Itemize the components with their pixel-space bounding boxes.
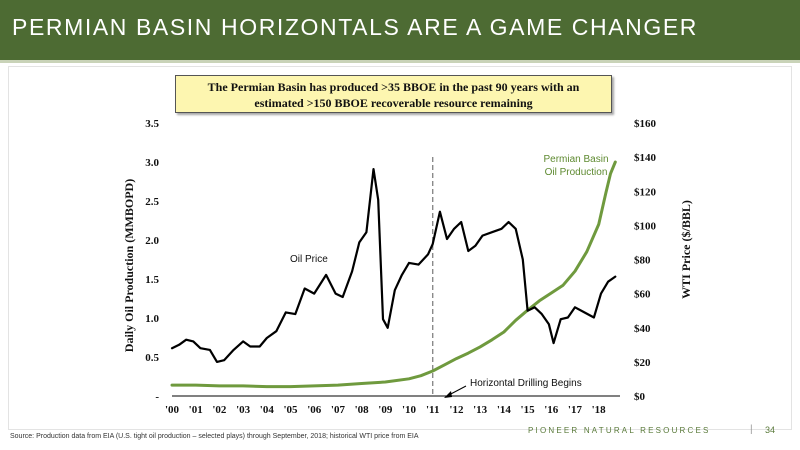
x-tick-label: '02 — [212, 404, 227, 416]
x-tick-label: '06 — [307, 404, 322, 416]
y-left-tick-label: 2.0 — [145, 235, 159, 247]
y-left-tick-label: 3.0 — [145, 157, 159, 169]
x-axis-ticks: '00 '01 '02 '03 '04 '05 '06 '07 '08 '09 '10 '11 '12 '… — [165, 404, 606, 416]
x-tick-label: '07 — [331, 404, 346, 416]
oil-price-annotation: Oil Price — [290, 254, 328, 265]
y-right-tick-label: $140 — [634, 152, 657, 164]
footer-separator: | — [750, 424, 753, 435]
y-right-tick-label: $80 — [634, 255, 651, 267]
y-left-axis-label: Daily Oil Production (MMBOPD) — [122, 179, 136, 352]
x-tick-label: '01 — [189, 404, 203, 416]
y-left-axis-ticks: - 0.5 1.0 1.5 2.0 2.5 3.0 3.5 — [145, 118, 159, 403]
x-tick-label: '10 — [402, 404, 417, 416]
x-tick-label: '11 — [426, 404, 439, 416]
x-tick-label: '03 — [236, 404, 251, 416]
callout-line2: estimated >150 BBOE recoverable resource… — [254, 96, 533, 110]
y-right-tick-label: $160 — [634, 118, 657, 130]
y-left-tick-label: 1.5 — [145, 274, 159, 286]
y-left-tick-label: 2.5 — [145, 196, 159, 208]
series-layer — [170, 160, 617, 389]
y-right-tick-label: $0 — [634, 391, 646, 403]
x-tick-label: '16 — [544, 404, 559, 416]
y-right-tick-label: $40 — [634, 323, 651, 335]
page-number: 34 — [765, 425, 776, 435]
oil-price-line — [170, 168, 617, 363]
callout-box: The Permian Basin has produced >35 BBOE … — [175, 75, 612, 113]
x-tick-label: '04 — [260, 404, 275, 416]
slide-title: PERMIAN BASIN HORIZONTALS ARE A GAME CHA… — [12, 14, 698, 40]
y-left-tick-label: - — [155, 391, 159, 403]
x-tick-label: '05 — [283, 404, 298, 416]
x-tick-label: '15 — [521, 404, 536, 416]
callout-line1: The Permian Basin has produced >35 BBOE … — [207, 80, 580, 94]
permian-production-line — [170, 160, 617, 389]
y-left-tick-label: 0.5 — [145, 352, 159, 364]
x-tick-label: '09 — [378, 404, 393, 416]
x-tick-label: '14 — [497, 404, 512, 416]
header-divider — [0, 60, 800, 63]
permian-annotation-line1: Permian Basin — [543, 154, 608, 165]
slide-header: PERMIAN BASIN HORIZONTALS ARE A GAME CHA… — [0, 0, 800, 60]
y-right-tick-label: $60 — [634, 289, 651, 301]
content-frame — [8, 66, 792, 430]
x-tick-label: '12 — [449, 404, 464, 416]
y-right-axis-ticks: $0 $20 $40 $60 $80 $100 $120 $140 $160 — [634, 118, 657, 403]
y-right-axis-label: WTI Price ($/BBL) — [679, 200, 693, 299]
y-right-tick-label: $100 — [634, 220, 657, 232]
y-left-tick-label: 3.5 — [145, 118, 159, 130]
x-tick-label: '18 — [592, 404, 607, 416]
y-right-tick-label: $120 — [634, 186, 657, 198]
permian-annotation-line2: Oil Production — [545, 167, 608, 178]
x-tick-label: '00 — [165, 404, 180, 416]
x-tick-label: '13 — [473, 404, 488, 416]
horizontal-drilling-arrowhead — [444, 391, 452, 398]
horizontal-drilling-annotation: Horizontal Drilling Begins — [470, 378, 582, 389]
y-left-tick-label: 1.0 — [145, 313, 159, 325]
source-note: Source: Production data from EIA (U.S. t… — [10, 433, 419, 440]
company-brand: PIONEER NATURAL RESOURCES — [528, 426, 711, 435]
x-tick-label: '08 — [355, 404, 370, 416]
x-tick-label: '17 — [568, 404, 583, 416]
y-right-tick-label: $20 — [634, 357, 651, 369]
